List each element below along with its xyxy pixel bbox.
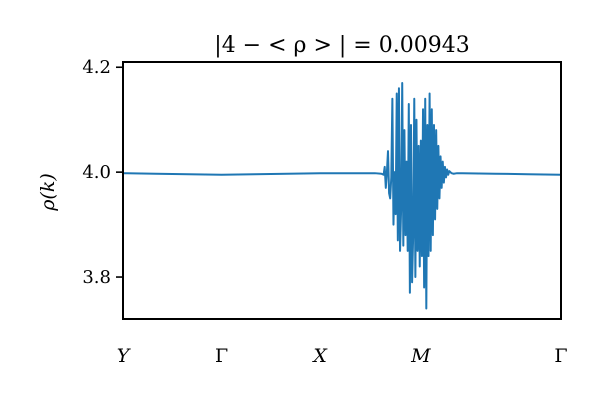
x-tick-label: M xyxy=(410,345,431,367)
y-axis-ticks: 3.8 4.0 4.2 xyxy=(82,57,123,288)
y-tick-label: 3.8 xyxy=(82,267,111,288)
x-tick-label: Y xyxy=(117,345,132,367)
chart-title: |4 − < ρ > | = 0.00943 xyxy=(214,33,469,58)
plot-frame xyxy=(122,61,562,320)
x-tick-label: Γ xyxy=(554,345,567,367)
series-line xyxy=(122,81,562,310)
y-tick-label: 4.2 xyxy=(82,57,111,78)
x-tick-label: X xyxy=(311,345,328,367)
y-axis-label: ρ(k) xyxy=(37,173,59,212)
x-tick-label: Γ xyxy=(215,345,228,367)
y-tick-label: 4.0 xyxy=(82,162,111,183)
